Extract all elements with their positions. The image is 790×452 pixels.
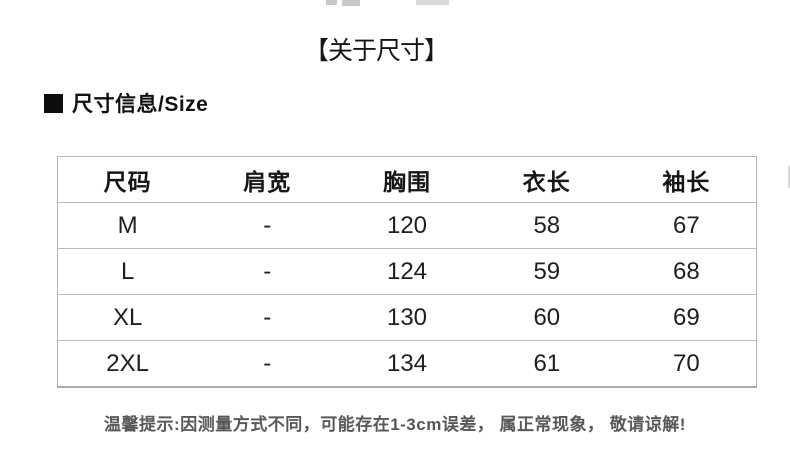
bust-cell: 130 — [386, 303, 428, 331]
cropped-text-fragment — [342, 0, 360, 6]
bust-cell: 120 — [386, 211, 428, 239]
sleeve-length-cell: 68 — [672, 257, 700, 285]
footer-note: 温馨提示:因测量方式不同，可能存在1-3cm误差， 属正常现象， 敬请谅解! — [104, 415, 686, 434]
sleeve-length-cell: 69 — [672, 303, 700, 331]
size-cell: XL — [112, 303, 143, 331]
garment-length-cell: 58 — [533, 211, 561, 239]
column-header-shoulder: 肩宽 — [243, 168, 292, 195]
sleeve-length-cell: 70 — [672, 349, 700, 377]
cropped-text-fragment — [326, 0, 337, 5]
garment-length-cell: 59 — [533, 257, 561, 285]
shoulder-width-cell: - — [263, 349, 272, 377]
table-header-row: 尺码 肩宽 胸围 衣长 袖长 — [57, 157, 757, 203]
edge-line-fragment — [788, 166, 790, 188]
table-row: L - 124 59 68 — [57, 249, 757, 295]
bust-cell: 134 — [386, 349, 428, 377]
shoulder-width-cell: - — [263, 257, 272, 285]
garment-length-cell: 61 — [533, 349, 561, 377]
sleeve-length-cell: 67 — [672, 211, 700, 239]
size-cell: L — [120, 257, 135, 285]
column-header-size: 尺码 — [103, 168, 152, 195]
table-row: M - 120 58 67 — [57, 203, 757, 249]
shoulder-width-cell: - — [263, 211, 272, 239]
size-table: 尺码 肩宽 胸围 衣长 袖长 M - 120 58 67 L - 124 59 … — [57, 156, 757, 388]
cropped-text-fragment — [416, 0, 449, 5]
column-header-bust: 胸围 — [382, 168, 431, 195]
column-header-sleeve: 袖长 — [662, 168, 711, 195]
table-row: XL - 130 60 69 — [57, 295, 757, 341]
column-header-length: 衣长 — [522, 168, 571, 195]
shoulder-width-cell: - — [263, 303, 272, 331]
section-title: 尺寸信息/Size — [72, 93, 209, 116]
garment-length-cell: 60 — [533, 303, 561, 331]
section-header: 尺寸信息/Size — [44, 88, 208, 118]
section-bullet-icon — [44, 93, 63, 113]
page-title: 【关于尺寸】 — [303, 37, 449, 65]
table-row: 2XL - 134 61 70 — [57, 341, 757, 387]
size-cell: 2XL — [106, 349, 149, 377]
size-cell: M — [117, 211, 138, 239]
bust-cell: 124 — [386, 257, 428, 285]
